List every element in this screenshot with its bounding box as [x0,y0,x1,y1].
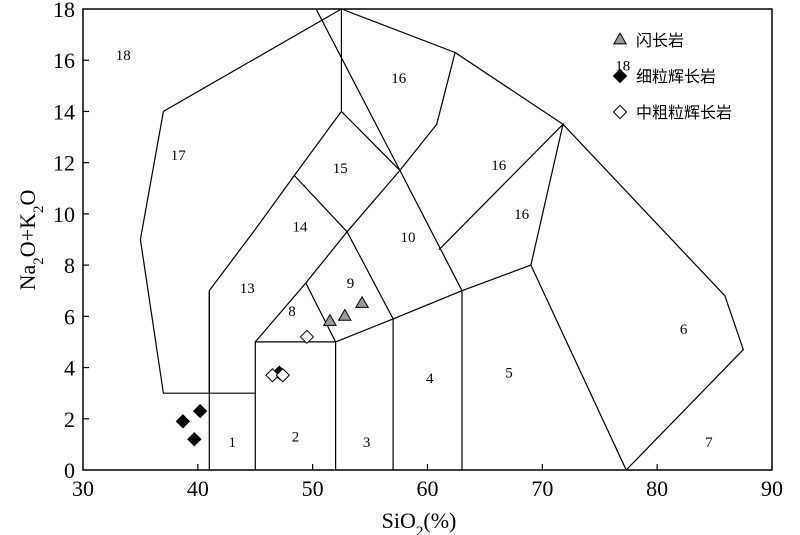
x-tick-label: 90 [761,476,783,501]
legend-marker-triangle [612,32,628,45]
field-label-8: 8 [288,304,296,320]
legend-marker-diamond-open [612,104,628,120]
field-boundary-line [305,282,337,343]
y-tick-label: 10 [53,202,75,227]
field-boundary-line [254,341,337,470]
field-label-2: 2 [292,430,300,446]
field-label-7: 7 [705,435,713,451]
field-label-16: 16 [391,71,407,87]
x-tick-label: 60 [417,476,439,501]
field-label-16: 16 [514,207,530,223]
field-label-14: 14 [293,220,309,236]
y-tick-label: 2 [64,407,75,432]
field-boundary-line [139,8,456,394]
field-label-1: 1 [229,435,237,451]
field-label-15: 15 [333,161,348,177]
point-diamond [175,414,191,429]
legend-marker-diamond [612,68,628,84]
field-label-5: 5 [505,366,513,382]
x-tick-label: 50 [302,476,324,501]
y-tick-label: 14 [53,99,75,124]
y-tick-label: 16 [53,48,75,73]
point-triangle [322,313,337,326]
field-label-3: 3 [363,435,371,451]
x-tick-label: 40 [187,476,209,501]
field-label-13: 13 [240,281,255,297]
field-boundary-line [254,170,401,343]
y-tick-label: 0 [64,458,75,483]
field-boundary-line [562,123,744,471]
x-tick-label: 30 [72,476,94,501]
point-diamond-open [275,368,291,383]
x-tick-label: 80 [646,476,668,501]
field-label-18: 18 [116,48,131,64]
point-diamond-open [265,368,280,383]
x-tick-label: 70 [531,476,553,501]
y-axis-title: Na2O+K2O [15,190,47,291]
field-label-6: 6 [680,322,688,338]
y-tick-label: 18 [53,0,75,22]
y-tick-label: 4 [64,356,75,381]
field-label-4: 4 [426,371,434,387]
svg-text:Na2O+K2O: Na2O+K2O [15,190,47,291]
y-tick-label: 6 [64,304,75,329]
field-label-17: 17 [171,148,187,164]
field-label-10: 10 [400,230,415,246]
point-diamond [192,403,208,419]
point-diamond [187,432,202,447]
field-boundary-line [293,175,348,233]
field-boundary-line [208,110,463,470]
point-triangle [337,308,352,321]
legend-label: 中粗粒辉长岩 [636,103,732,122]
y-tick-label: 8 [64,253,75,278]
x-axis-title: SiO2(%) [382,508,457,535]
field-boundary-line [208,290,256,394]
y-tick-label: 12 [53,151,75,176]
field-boundary-line [346,231,394,320]
point-diamond-open [299,329,315,345]
legend-label: 闪长岩 [636,31,684,50]
field-boundaries [139,8,744,471]
field-boundary-line [399,51,564,171]
field-boundary-line [315,8,401,171]
field-boundary-line [335,122,565,343]
field-boundary-line [530,264,627,471]
field-label-16: 16 [491,158,507,174]
data-points [175,295,370,447]
point-triangle [355,295,370,308]
legend-label: 细粒辉长岩 [636,67,716,86]
svg-text:SiO2(%): SiO2(%) [382,508,457,535]
field-label-9: 9 [347,276,355,292]
